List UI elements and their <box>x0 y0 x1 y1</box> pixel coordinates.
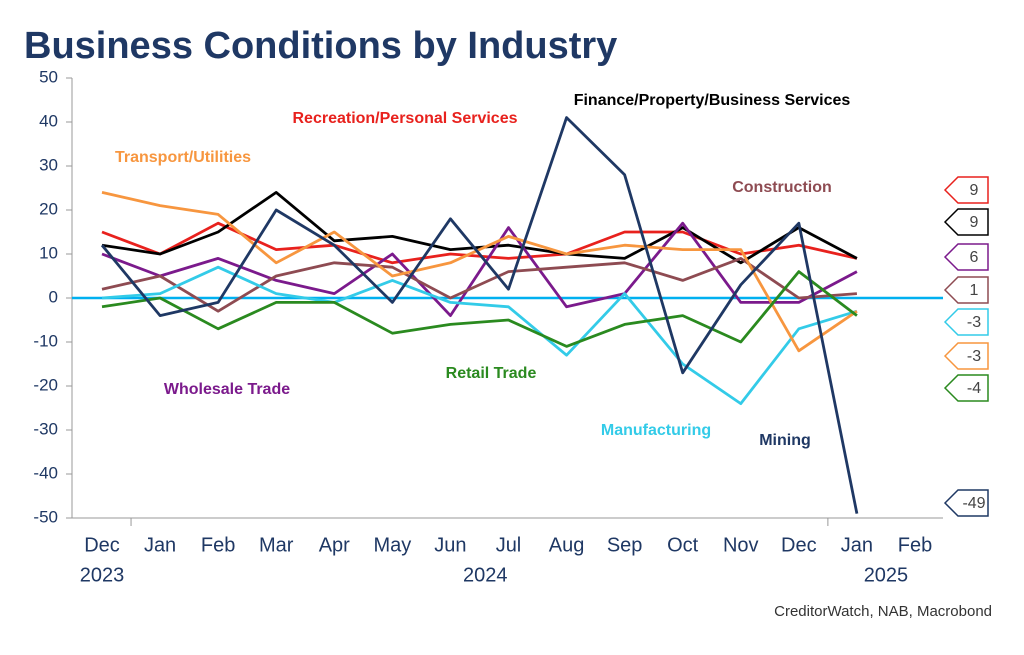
source: CreditorWatch, NAB, Macrobond <box>774 603 992 620</box>
series-label: Recreation/Personal Services <box>292 110 517 127</box>
x-tick-label: Feb <box>201 534 235 556</box>
end-tag <box>943 208 989 236</box>
x-tick-label: Apr <box>319 534 350 556</box>
end-tag <box>943 276 989 304</box>
end-label: -49 <box>962 495 985 512</box>
y-tick-label: -50 <box>33 507 58 526</box>
x-tick-label: Feb <box>898 534 932 556</box>
series-line <box>101 270 858 348</box>
end-label: 9 <box>970 214 979 231</box>
series-line <box>101 265 858 405</box>
chart-title: Business Conditions by Industry <box>24 25 617 67</box>
series-label: Mining <box>759 432 811 449</box>
y-tick-label: 20 <box>39 199 58 218</box>
y-tick-label: -20 <box>33 375 58 394</box>
series-label: Finance/Property/Business Services <box>574 92 851 109</box>
x-tick-label: Mar <box>259 534 294 556</box>
series-line <box>101 221 858 317</box>
end-label: 1 <box>970 282 979 299</box>
year-label: 2025 <box>864 564 909 586</box>
end-label: -4 <box>967 380 981 397</box>
end-label: 6 <box>970 249 979 266</box>
y-tick-label: -30 <box>33 419 58 438</box>
series-label: Transport/Utilities <box>115 149 251 166</box>
series-line <box>101 257 858 313</box>
end-label: -3 <box>967 314 981 331</box>
y-tick-label: 30 <box>39 155 58 174</box>
y-tick-label: -40 <box>33 463 58 482</box>
series-line <box>100 116 859 514</box>
x-tick-label: Aug <box>549 534 585 556</box>
series-label: Construction <box>732 179 832 196</box>
end-tag <box>943 176 989 204</box>
x-tick-label: Oct <box>667 534 699 556</box>
y-tick-label: 0 <box>49 287 58 306</box>
x-tick-label: Jun <box>434 534 466 556</box>
x-tick-label: Sep <box>607 534 643 556</box>
end-label: 9 <box>970 182 979 199</box>
y-tick-label: 10 <box>39 243 58 262</box>
series-line <box>101 191 858 353</box>
x-tick-label: Jan <box>144 534 176 556</box>
year-label: 2024 <box>463 564 508 586</box>
series-label: Retail Trade <box>446 365 537 382</box>
end-tag <box>943 308 989 336</box>
x-tick-label: Dec <box>781 534 817 556</box>
year-label: 2023 <box>80 564 125 586</box>
series-label: Manufacturing <box>601 422 711 439</box>
x-tick-label: Dec <box>84 534 120 556</box>
y-tick-label: -10 <box>33 331 58 350</box>
end-tag <box>943 342 989 370</box>
x-tick-label: Jan <box>841 534 873 556</box>
series-line <box>101 191 858 265</box>
end-tag <box>943 374 989 402</box>
end-tag <box>943 489 989 517</box>
x-tick-label: May <box>373 534 411 556</box>
series-label: Wholesale Trade <box>164 381 290 398</box>
end-tag <box>943 243 989 271</box>
x-tick-label: Nov <box>723 534 759 556</box>
x-tick-label: Jul <box>496 534 522 556</box>
y-tick-label: 40 <box>39 111 58 130</box>
y-tick-label: 50 <box>39 67 58 86</box>
end-label: -3 <box>967 348 981 365</box>
